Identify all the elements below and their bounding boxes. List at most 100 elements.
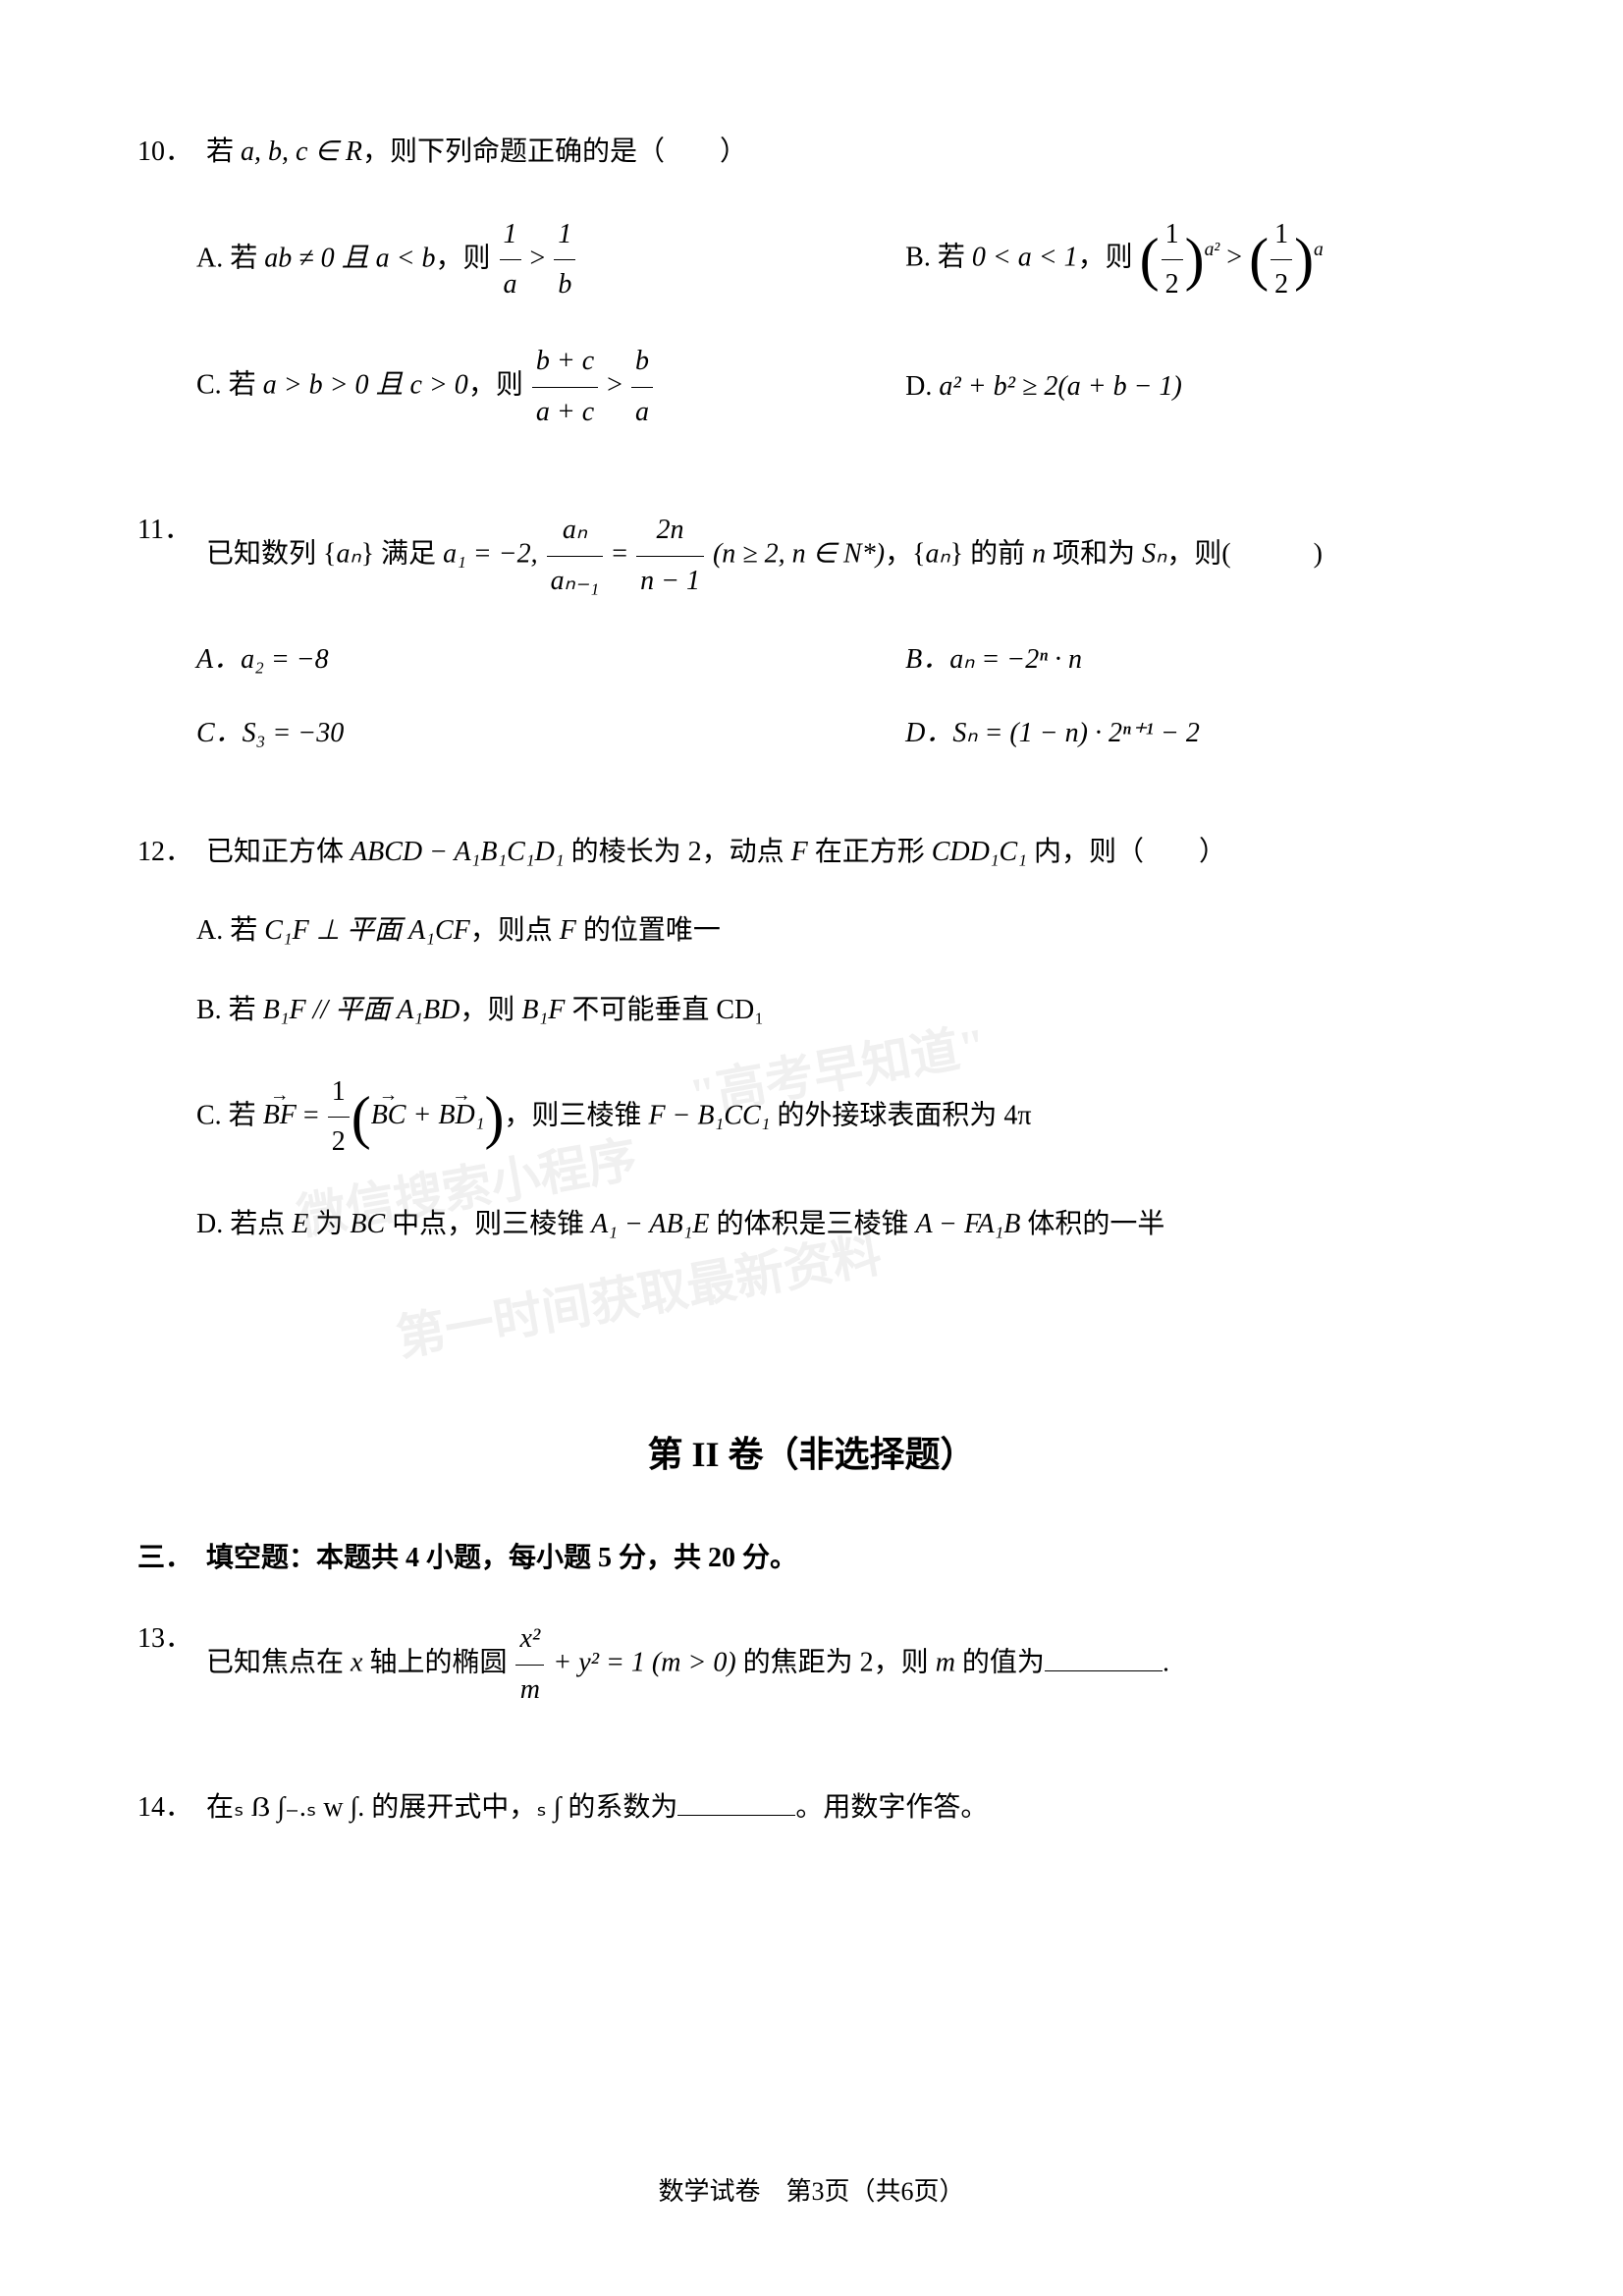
blank	[1045, 1670, 1163, 1671]
text: 若	[206, 137, 241, 167]
text: 的棱长为 2，动点	[565, 837, 791, 867]
math: C₁F ⊥ 平面 A₁CF	[264, 915, 470, 946]
n: n	[1032, 538, 1046, 569]
prefix: A. 若	[196, 243, 264, 273]
math: a² + b² ≥ 2(a + b − 1)	[939, 371, 1182, 402]
cond: (n ≥ 2, n ∈ N*)	[706, 538, 885, 569]
option-B: B. 若 0 < a < 1，则 (12)a² > (12)a	[905, 206, 1486, 312]
op: >	[1219, 243, 1249, 273]
text: 在ₛ ẞ ∫₋.ₛ w ∫. 的展开式中，ₛ ∫ 的系数为	[206, 1792, 677, 1823]
mid: ，则点	[470, 915, 560, 946]
num: b	[631, 337, 653, 387]
math: B₁F // 平面 A₁BD	[263, 995, 460, 1025]
F: F	[560, 915, 576, 946]
mid: ，则	[1078, 243, 1140, 273]
text: 轴上的椭圆	[362, 1648, 514, 1678]
text: ，则下列命题正确的是（ ）	[362, 137, 747, 167]
den: a + c	[532, 388, 598, 437]
mid: ，则三棱锥	[504, 1100, 648, 1130]
question-number: 14．	[137, 1783, 206, 1832]
text: 的值为	[955, 1648, 1045, 1678]
den: m	[515, 1666, 544, 1715]
question-body: 若 a, b, c ∈ R，则下列命题正确的是（ ）	[206, 128, 1486, 177]
pyr2: A − FA₁B	[915, 1209, 1020, 1239]
den: a	[631, 388, 653, 437]
prefix: A. 若	[196, 915, 264, 946]
prefix: C. 若	[196, 1100, 263, 1130]
question-10-stem: 10． 若 a, b, c ∈ R，则下列命题正确的是（ ）	[137, 128, 1486, 177]
prefix: D.	[905, 371, 939, 402]
option-A: A. 若 C₁F ⊥ 平面 A₁CF，则点 F 的位置唯一	[196, 906, 1486, 956]
option-row: C．S₃ = −30 D．Sₙ = (1 − n) · 2ⁿ⁺¹ − 2	[196, 709, 1486, 758]
seq: aₙ	[926, 538, 950, 569]
section-2-title: 第 II 卷（非选择题）	[137, 1426, 1486, 1477]
text: 已知数列 {	[206, 538, 336, 569]
options: A. 若 C₁F ⊥ 平面 A₁CF，则点 F 的位置唯一 B. 若 B₁F /…	[196, 906, 1486, 1249]
cond: 0 < a < 1	[972, 243, 1078, 273]
num: b + c	[532, 337, 598, 387]
num: 1	[500, 210, 521, 260]
text: 为	[308, 1209, 350, 1239]
half-num: 1	[1271, 210, 1292, 260]
eq: =	[297, 1100, 326, 1130]
question-body: 已知数列 {aₙ} 满足 a₁ = −2, aₙaₙ₋₁ = 2nn − 1 (…	[206, 506, 1486, 606]
question-14: 14． 在ₛ ẞ ∫₋.ₛ w ∫. 的展开式中，ₛ ∫ 的系数为。用数字作答。	[137, 1783, 1486, 1832]
question-13-stem: 13． 已知焦点在 x 轴上的椭圆 x²m + y² = 1 (m > 0) 的…	[137, 1614, 1486, 1715]
sn: Sₙ	[1142, 538, 1166, 569]
option-D: D. 若点 E 为 BC 中点，则三棱锥 A₁ − AB₁E 的体积是三棱锥 A…	[196, 1200, 1486, 1249]
text: 已知焦点在	[206, 1648, 351, 1678]
exp: a	[1314, 240, 1324, 260]
num: x²	[515, 1614, 544, 1665]
end: 不可能垂直 CD₁	[565, 995, 764, 1025]
num: aₙ	[547, 506, 604, 556]
cond: a > b > 0 且 c > 0	[263, 370, 468, 401]
question-body: 已知焦点在 x 轴上的椭圆 x²m + y² = 1 (m > 0) 的焦距为 …	[206, 1614, 1486, 1715]
text: 的体积是三棱锥	[709, 1209, 915, 1239]
den: 2	[328, 1118, 350, 1167]
period: .	[1163, 1648, 1169, 1678]
question-11: 11． 已知数列 {aₙ} 满足 a₁ = −2, aₙaₙ₋₁ = 2nn −…	[137, 506, 1486, 759]
half-num: 1	[1162, 210, 1183, 260]
question-number: 11．	[137, 506, 206, 555]
square: CDD₁C₁	[932, 837, 1027, 867]
a1: a₁ = −2,	[443, 538, 545, 569]
option-row: A. 若 ab ≠ 0 且 a < b，则 1a > 1b B. 若 0 < a…	[196, 206, 1486, 312]
eq: + y² = 1 (m > 0)	[546, 1648, 735, 1678]
text: 已知正方体	[206, 837, 351, 867]
text: 的焦距为 2，则	[736, 1648, 936, 1678]
prefix: B. 若	[196, 995, 263, 1025]
m: m	[936, 1648, 955, 1678]
num: 2n	[636, 506, 704, 556]
blank	[677, 1815, 795, 1816]
question-10: 10． 若 a, b, c ∈ R，则下列命题正确的是（ ） A. 若 ab ≠…	[137, 128, 1486, 437]
question-11-stem: 11． 已知数列 {aₙ} 满足 a₁ = −2, aₙaₙ₋₁ = 2nn −…	[137, 506, 1486, 606]
half-den: 2	[1162, 260, 1183, 309]
prefix: D. 若点	[196, 1209, 292, 1239]
text: 体积的一半	[1020, 1209, 1164, 1239]
prefix: C. 若	[196, 370, 263, 401]
op: >	[600, 370, 629, 401]
question-body: 在ₛ ẞ ∫₋.ₛ w ∫. 的展开式中，ₛ ∫ 的系数为。用数字作答。	[206, 1783, 1486, 1832]
num: 1	[554, 210, 575, 260]
options: A．a₂ = −8 B．aₙ = −2ⁿ · n C．S₃ = −30 D．Sₙ…	[196, 635, 1486, 759]
subsection-3: 三． 填空题：本题共 4 小题，每小题 5 分，共 20 分。	[137, 1536, 1486, 1575]
option-C: C. 若 BF = 12(BC + BD₁)，则三棱锥 F − B₁CC₁ 的外…	[196, 1065, 1486, 1171]
exp: a²	[1205, 240, 1220, 260]
option-B: B. 若 B₁F // 平面 A₁BD，则 B₁F 不可能垂直 CD₁	[196, 986, 1486, 1035]
question-number: 12．	[137, 828, 206, 877]
text: 中点，则三棱锥	[385, 1209, 591, 1239]
text: } 的前	[950, 538, 1032, 569]
option-D: D. a² + b² ≥ 2(a + b − 1)	[905, 362, 1486, 411]
E: E	[292, 1209, 308, 1239]
num: 1	[328, 1067, 350, 1118]
text: } 满足	[361, 538, 443, 569]
option-C: C．S₃ = −30	[196, 709, 905, 758]
text: 项和为	[1046, 538, 1142, 569]
math: B₁F	[521, 995, 565, 1025]
F: F	[791, 837, 808, 867]
text: 内，则（ ）	[1027, 837, 1226, 867]
pyr1: A₁ − AB₁E	[591, 1209, 709, 1239]
question-body: 已知正方体 ABCD − A₁B₁C₁D₁ 的棱长为 2，动点 F 在正方形 C…	[206, 828, 1486, 877]
den: b	[554, 260, 575, 309]
BC: BC	[350, 1209, 385, 1239]
